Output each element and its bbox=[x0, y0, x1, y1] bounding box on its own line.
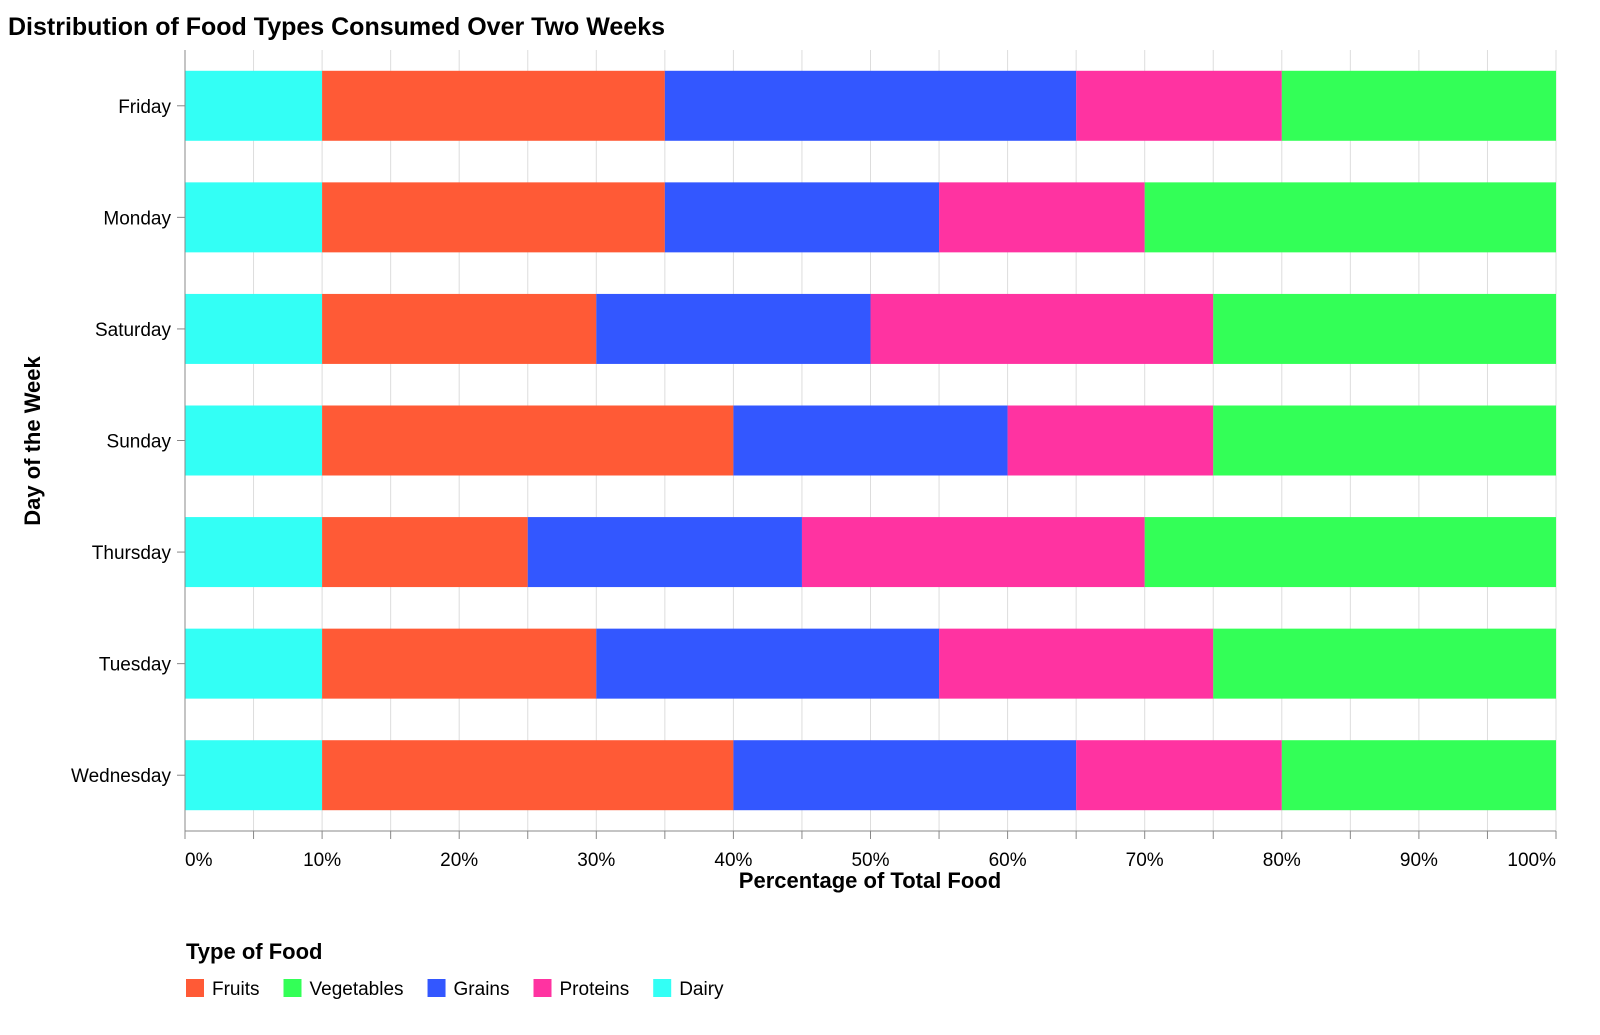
bar-proteins-thursday bbox=[801, 517, 1145, 588]
bar-proteins-wednesday bbox=[1076, 740, 1282, 811]
x-axis-title: Percentage of Total Food bbox=[739, 868, 1001, 893]
bar-dairy-sunday bbox=[185, 405, 323, 476]
bar-grains-sunday bbox=[733, 405, 1008, 476]
x-tick-label: 100% bbox=[1507, 850, 1556, 871]
legend-swatch-grains bbox=[427, 979, 446, 997]
y-axis-title: Day of the Week bbox=[20, 355, 45, 525]
y-tick-label: Friday bbox=[118, 97, 171, 118]
y-tick-label: Saturday bbox=[95, 320, 172, 341]
bar-fruits-saturday bbox=[322, 293, 597, 364]
legend-swatch-proteins bbox=[533, 979, 552, 997]
chart-title: Distribution of Food Types Consumed Over… bbox=[8, 13, 665, 41]
y-tick-label: Sunday bbox=[107, 432, 172, 453]
bar-proteins-monday bbox=[939, 182, 1145, 253]
bar-grains-friday bbox=[664, 70, 1077, 141]
x-tick-label: 80% bbox=[1263, 850, 1301, 871]
bar-fruits-tuesday bbox=[322, 628, 597, 699]
legend-swatch-vegetables bbox=[283, 979, 302, 997]
bars-group bbox=[185, 70, 1556, 811]
x-tick-label: 30% bbox=[577, 850, 615, 871]
legend-title: Type of Food bbox=[186, 939, 322, 964]
legend-label-grains: Grains bbox=[454, 979, 510, 1000]
x-tick-label: 60% bbox=[989, 850, 1027, 871]
bar-proteins-saturday bbox=[870, 293, 1214, 364]
x-tick-label: 50% bbox=[851, 850, 889, 871]
y-tick-label: Thursday bbox=[92, 543, 172, 564]
bar-grains-monday bbox=[664, 182, 940, 253]
bar-dairy-friday bbox=[185, 70, 323, 141]
x-tick-label: 90% bbox=[1400, 850, 1438, 871]
bar-dairy-saturday bbox=[185, 293, 323, 364]
legend-label-vegetables: Vegetables bbox=[310, 979, 404, 1000]
bar-vegetables-tuesday bbox=[1213, 628, 1556, 699]
bar-fruits-monday bbox=[322, 182, 665, 253]
bar-vegetables-sunday bbox=[1213, 405, 1556, 476]
bar-vegetables-wednesday bbox=[1281, 740, 1556, 811]
bar-vegetables-friday bbox=[1281, 70, 1556, 141]
y-tick-label: Tuesday bbox=[99, 655, 172, 676]
bar-fruits-wednesday bbox=[322, 740, 734, 811]
legend-swatch-dairy bbox=[653, 979, 672, 997]
bar-fruits-thursday bbox=[322, 517, 528, 588]
x-tick-label: 70% bbox=[1126, 850, 1164, 871]
bar-vegetables-saturday bbox=[1213, 293, 1556, 364]
legend: Type of Food Fruits Vegetables Grains Prote… bbox=[186, 939, 724, 1000]
y-tick-label: Monday bbox=[103, 208, 171, 229]
bar-grains-thursday bbox=[527, 517, 802, 588]
x-tick-label: 0% bbox=[185, 850, 213, 871]
bar-proteins-sunday bbox=[1007, 405, 1214, 476]
bar-dairy-wednesday bbox=[185, 740, 323, 811]
bar-dairy-thursday bbox=[185, 517, 323, 588]
x-tick-label: 20% bbox=[440, 850, 478, 871]
x-tick-label: 40% bbox=[714, 850, 752, 871]
y-axis: Friday Monday Saturday Sunday Thursday Tuesda… bbox=[71, 50, 186, 831]
bar-grains-tuesday bbox=[596, 628, 940, 699]
bar-dairy-tuesday bbox=[185, 628, 323, 699]
bar-vegetables-thursday bbox=[1144, 517, 1556, 588]
bar-dairy-monday bbox=[185, 182, 323, 253]
legend-swatch-fruits bbox=[186, 979, 204, 997]
legend-label-fruits: Fruits bbox=[212, 979, 260, 1000]
bar-grains-saturday bbox=[596, 293, 871, 364]
bar-fruits-sunday bbox=[322, 405, 734, 476]
bar-proteins-friday bbox=[1076, 70, 1282, 141]
legend-label-proteins: Proteins bbox=[560, 979, 630, 1000]
bar-vegetables-monday bbox=[1144, 182, 1556, 253]
bar-fruits-friday bbox=[322, 70, 665, 141]
legend-label-dairy: Dairy bbox=[679, 979, 724, 1000]
bar-grains-wednesday bbox=[733, 740, 1077, 811]
x-axis: 0% 10% 20% 30% 40% 50% 60% 70% 80% 90% 100% bbox=[184, 830, 1557, 871]
bar-proteins-tuesday bbox=[939, 628, 1214, 699]
y-tick-label: Wednesday bbox=[71, 766, 171, 787]
x-tick-label: 10% bbox=[303, 850, 341, 871]
